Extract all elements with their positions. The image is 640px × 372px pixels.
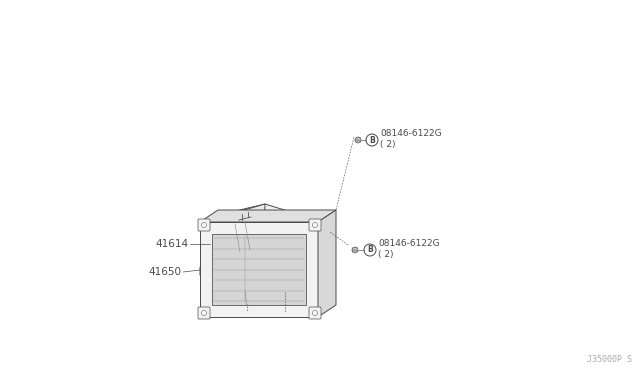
Polygon shape <box>275 224 330 244</box>
Text: 41614: 41614 <box>155 239 188 249</box>
Circle shape <box>312 311 317 315</box>
FancyBboxPatch shape <box>309 307 321 319</box>
Polygon shape <box>218 204 265 282</box>
Polygon shape <box>318 210 336 317</box>
Text: J35000P S: J35000P S <box>587 355 632 364</box>
FancyBboxPatch shape <box>309 219 321 231</box>
Circle shape <box>202 311 207 315</box>
Bar <box>212 234 306 305</box>
Polygon shape <box>200 210 336 222</box>
FancyBboxPatch shape <box>198 307 210 319</box>
Polygon shape <box>210 217 275 244</box>
Circle shape <box>312 222 317 228</box>
FancyBboxPatch shape <box>198 219 210 231</box>
Polygon shape <box>208 217 220 282</box>
Text: 08146-6122G
( 2): 08146-6122G ( 2) <box>380 129 442 149</box>
Circle shape <box>352 247 358 253</box>
Circle shape <box>202 222 207 228</box>
Text: B: B <box>367 246 373 254</box>
Polygon shape <box>200 254 330 284</box>
Text: 08146-6122G
( 2): 08146-6122G ( 2) <box>378 239 440 259</box>
Text: 41650: 41650 <box>148 267 181 277</box>
Circle shape <box>207 263 214 269</box>
Polygon shape <box>200 267 260 292</box>
Polygon shape <box>210 204 330 237</box>
Text: B: B <box>369 135 375 144</box>
Circle shape <box>355 137 361 143</box>
Polygon shape <box>260 272 330 292</box>
Polygon shape <box>200 222 318 317</box>
Circle shape <box>317 267 323 275</box>
